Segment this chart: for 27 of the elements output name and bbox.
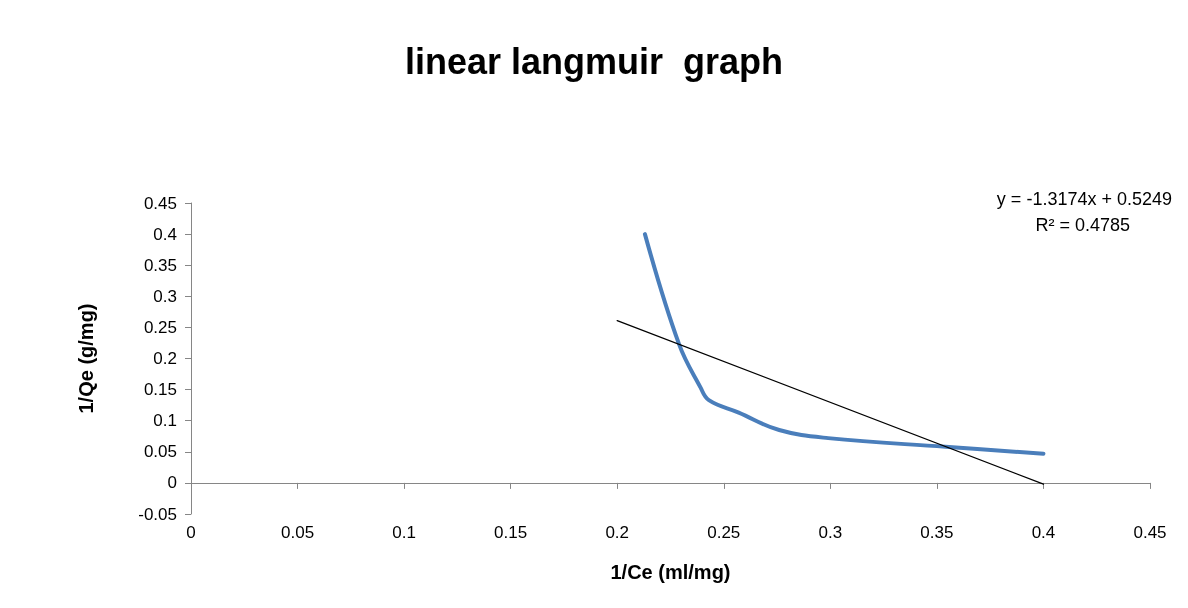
x-tick-label: 0.25 (707, 523, 741, 542)
y-tick-label: -0.05 (138, 504, 177, 524)
y-tick-label: 0.45 (143, 193, 177, 213)
annotation: R² = 0.4785 (1035, 215, 1130, 235)
y-tick-label: 0.35 (143, 255, 177, 275)
x-tick-label: 0.4 (1031, 523, 1056, 542)
annotation: y = -1.3174x + 0.5249 (996, 189, 1173, 209)
x-tick-label: 0.3 (818, 523, 843, 542)
x-tick-label: 0 (186, 523, 196, 542)
x-tick-label: 0.1 (392, 523, 416, 542)
y-tick-label: 0.4 (153, 224, 177, 244)
x-tick-label: 0.45 (1133, 523, 1167, 542)
y-tick-label: 0.15 (143, 380, 177, 400)
line-series (642, 232, 1046, 456)
y-tick-label: 0.2 (153, 349, 177, 368)
y-axis-title: 1/Qe (g/mg) (75, 303, 97, 414)
x-axis-title: 1/Ce (ml/mg) (610, 561, 731, 583)
chart-title: linear langmuir graph (404, 40, 784, 82)
x-tick-label: 0.2 (605, 523, 630, 542)
y-tick-label: 0.1 (153, 411, 177, 431)
x-tick-label: 0.15 (494, 523, 528, 542)
y-tick-label: 0.25 (143, 317, 177, 337)
y-tick-label: 0.05 (143, 442, 177, 462)
x-tick-label: 0.05 (281, 523, 315, 542)
y-tick-label: 0 (167, 473, 177, 493)
x-tick-label: 0.35 (920, 523, 954, 542)
y-tick-label: 0.3 (153, 286, 177, 306)
